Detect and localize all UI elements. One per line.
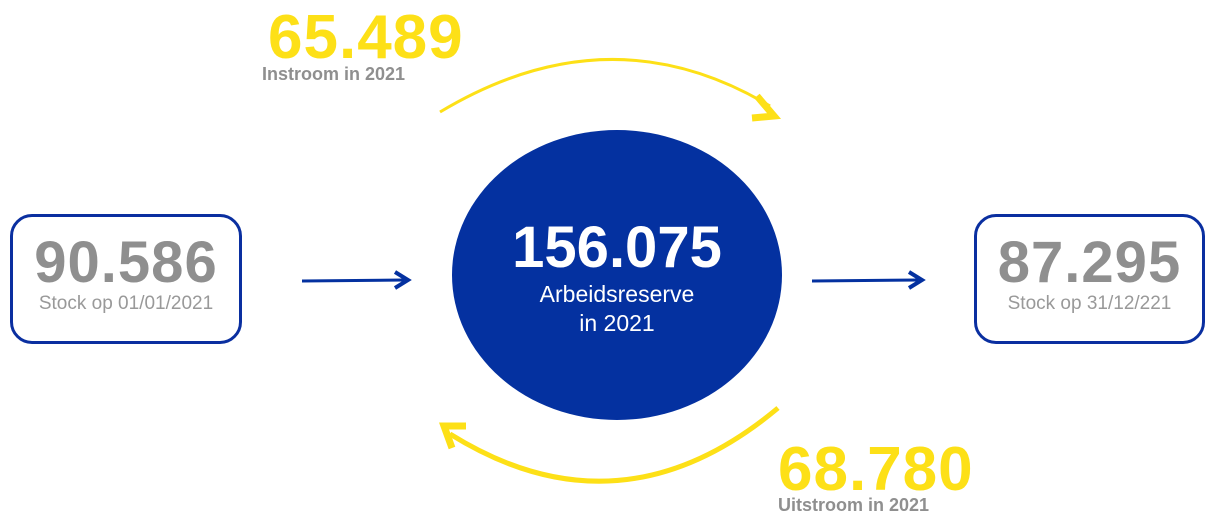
arrow-start-to-center-head bbox=[393, 270, 412, 290]
arrow-center-to-end-head bbox=[907, 270, 926, 290]
inflow-value: 65.489 bbox=[268, 3, 464, 72]
labour-reserve-label-line2: in 2021 bbox=[579, 310, 655, 336]
labour-reserve-label: Arbeidsreserve in 2021 bbox=[452, 280, 782, 338]
stock-start-value: 90.586 bbox=[34, 230, 218, 295]
labour-reserve-label-line1: Arbeidsreserve bbox=[539, 281, 695, 307]
outflow-arc bbox=[448, 406, 780, 484]
labour-reserve-circle: 156.075 Arbeidsreserve in 2021 bbox=[452, 130, 782, 420]
stock-start-label: Stock op 01/01/2021 bbox=[38, 293, 214, 314]
outflow-arrowhead bbox=[439, 422, 466, 450]
arrow-start-to-center bbox=[301, 278, 405, 283]
stock-end-box: 87.295 Stock op 31/12/221 bbox=[974, 214, 1205, 344]
inflow-arrowhead bbox=[751, 93, 782, 122]
labour-reserve-value: 156.075 bbox=[512, 215, 722, 280]
arrow-center-to-end bbox=[811, 278, 919, 283]
inflow-label: Instroom in 2021 bbox=[262, 64, 406, 84]
stock-end-value: 87.295 bbox=[997, 230, 1182, 295]
outflow-label: Uitstroom in 2021 bbox=[778, 495, 930, 515]
stock-end-label: Stock op 31/12/221 bbox=[1007, 293, 1172, 314]
outflow-value: 68.780 bbox=[778, 435, 974, 504]
stock-start-box: 90.586 Stock op 01/01/2021 bbox=[10, 214, 242, 344]
inflow-arc bbox=[439, 58, 771, 114]
